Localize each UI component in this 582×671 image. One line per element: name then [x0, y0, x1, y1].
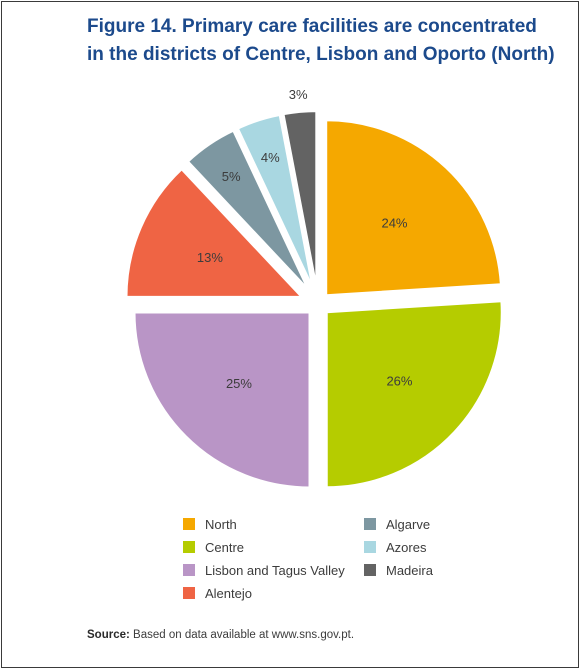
legend-label-algarve: Algarve [386, 517, 430, 532]
pie-slice-algarve [186, 129, 309, 290]
slice-label-azores: 4% [261, 150, 280, 165]
legend-label-alentejo: Alentejo [205, 586, 252, 601]
pie-slice-madeira [282, 110, 318, 287]
chart-title: Figure 14. Primary care facilities are c… [87, 16, 555, 65]
pie-slice-alentejo [125, 167, 304, 298]
source-text: Based on data available at www.sns.gov.p… [133, 629, 355, 641]
legend-label-madeira: Madeira [386, 563, 434, 578]
pie-slice-azores [236, 113, 314, 288]
legend-swatch-centre [183, 541, 195, 553]
slice-label-alentejo: 13% [197, 250, 223, 265]
legend-label-centre: Centre [205, 540, 244, 555]
source-label: Source: [87, 629, 130, 641]
chart-source: Source: Based on data available at www.s… [87, 629, 354, 641]
legend-label-lisbon-and-tagus-valley: Lisbon and Tagus Valley [205, 563, 345, 578]
pie-slice-centre [325, 300, 503, 489]
pie-slice-lisbon-and-tagus-valley [133, 311, 311, 489]
slice-label-north: 24% [381, 216, 407, 231]
legend-label-azores: Azores [386, 540, 427, 555]
slice-label-madeira: 3% [289, 87, 308, 102]
slice-label-algarve: 5% [222, 169, 241, 184]
pie-labels: 24% 26% 25% 13% 5% 4% 3% [197, 87, 413, 391]
legend-swatch-madeira [364, 564, 376, 576]
chart-legend: North Centre Lisbon and Tagus Valley Alente… [183, 517, 434, 601]
legend-swatch-lisbon-and-tagus-valley [183, 564, 195, 576]
pie-slices [125, 110, 503, 489]
legend-swatch-azores [364, 541, 376, 553]
legend-swatch-algarve [364, 518, 376, 530]
pie-slice-north [325, 119, 502, 297]
slice-label-lisbon-and-tagus-valley: 25% [226, 376, 252, 391]
legend-swatch-alentejo [183, 587, 195, 599]
legend-label-north: North [205, 517, 237, 532]
slice-label-centre: 26% [386, 373, 412, 388]
legend-swatch-north [183, 518, 195, 530]
